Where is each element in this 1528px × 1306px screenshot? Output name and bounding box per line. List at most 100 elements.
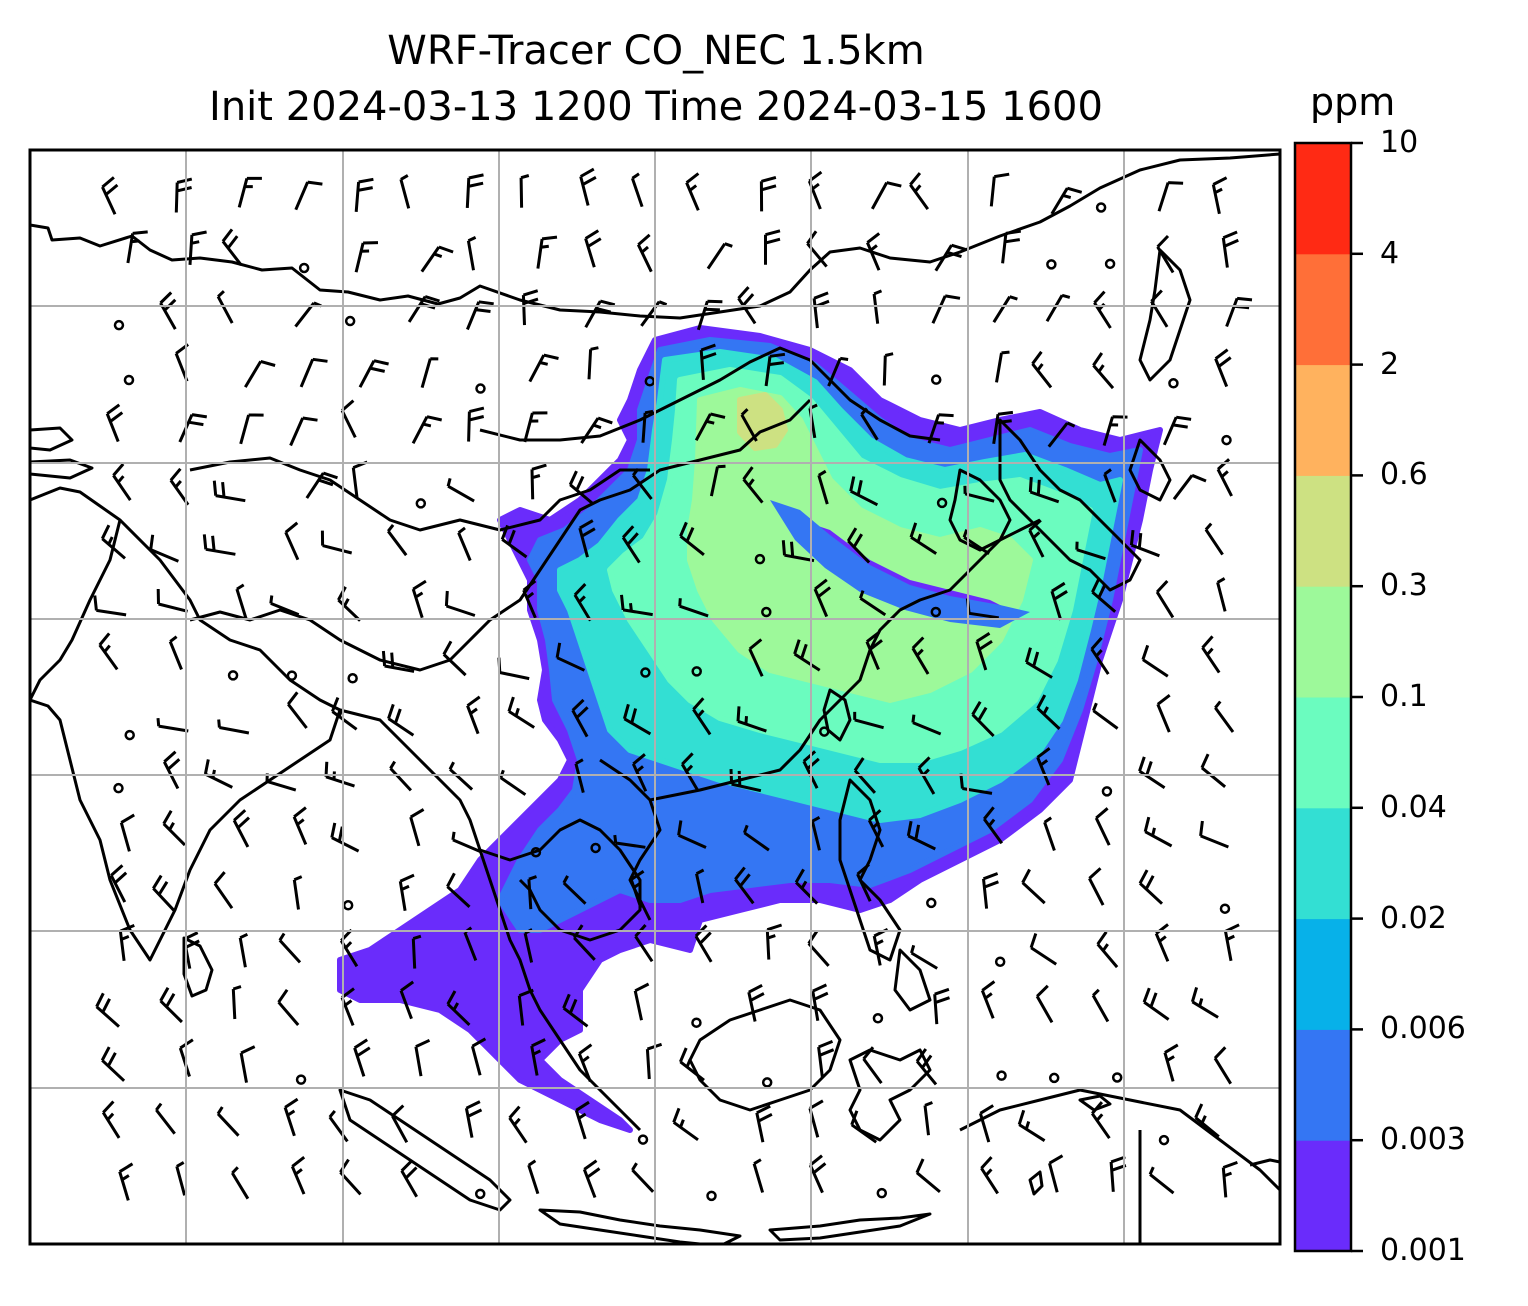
wind-barb — [522, 579, 537, 619]
calm-wind-marker — [637, 1134, 649, 1145]
wind-barb — [867, 809, 885, 848]
wind-barb — [578, 519, 596, 558]
wind-barb — [389, 760, 412, 792]
wind-barb — [464, 1100, 483, 1138]
wind-barb — [221, 228, 243, 267]
wind-barb — [781, 540, 815, 563]
wind-barb — [238, 932, 249, 968]
calm-wind-marker — [872, 1013, 884, 1024]
wind-barb — [1043, 816, 1056, 851]
wind-barb — [466, 236, 477, 271]
wind-barb — [1214, 700, 1235, 733]
map-area — [30, 150, 1280, 1244]
calm-wind-marker — [286, 670, 298, 681]
wind-barb — [299, 357, 328, 388]
wind-barb — [278, 932, 302, 964]
wind-barb — [641, 409, 654, 443]
wind-barb — [1200, 753, 1227, 788]
calm-wind-marker — [347, 673, 358, 684]
wind-barb — [1155, 579, 1175, 619]
wind-barb — [1216, 577, 1227, 612]
wind-barb — [387, 523, 408, 557]
calm-wind-marker — [819, 726, 830, 737]
wind-barb — [1050, 186, 1083, 215]
wind-barb — [872, 927, 889, 966]
calm-wind-marker — [994, 956, 1006, 967]
wind-barb — [174, 177, 193, 213]
wind-barb — [636, 233, 653, 273]
wind-barb — [470, 1037, 487, 1076]
wind-barb — [810, 815, 821, 851]
wind-barb — [909, 522, 938, 555]
wind-barb — [1172, 473, 1207, 501]
wind-barb — [911, 714, 942, 736]
wind-barb — [1090, 1101, 1111, 1140]
wind-barb — [1093, 290, 1112, 329]
wind-barb — [442, 640, 467, 677]
wind-barb — [622, 703, 652, 736]
colorbar-tick-label: 0.02 — [1380, 900, 1447, 936]
wind-barb — [982, 806, 1004, 845]
calm-wind-marker — [996, 1070, 1007, 1081]
wind-barb — [217, 719, 250, 735]
wind-barb — [1094, 807, 1111, 846]
wind-barb — [354, 241, 379, 273]
wind-barb — [446, 478, 475, 503]
wind-barb — [1213, 1046, 1232, 1085]
wind-barb — [1035, 984, 1054, 1024]
calm-wind-marker — [295, 1074, 307, 1085]
colorbar-tick-label: 0.04 — [1380, 789, 1447, 825]
wind-barb — [584, 229, 602, 268]
wind-barb — [734, 866, 755, 905]
colorbar-tick-label: 0.1 — [1380, 679, 1428, 714]
wind-barb — [1138, 869, 1164, 905]
wind-barb — [748, 638, 764, 677]
wind-barb — [381, 650, 415, 673]
wind-barb — [98, 632, 119, 671]
wind-barb — [1163, 1043, 1179, 1082]
wind-barb — [1142, 987, 1170, 1021]
plume-band — [800, 520, 1010, 620]
plume-contour — [737, 392, 788, 451]
wind-barb — [284, 521, 300, 561]
wind-barb — [497, 657, 530, 681]
wind-barb — [679, 1047, 705, 1082]
wind-barb — [811, 983, 829, 1021]
wind-barb — [446, 872, 471, 909]
wind-barb — [1190, 986, 1219, 1019]
wind-barb — [699, 343, 717, 381]
wind-barb — [1154, 923, 1170, 962]
wind-barb — [850, 1110, 878, 1144]
plume-band — [770, 500, 1030, 628]
calm-wind-marker — [876, 1187, 888, 1199]
wind-barb — [695, 868, 705, 904]
wind-barb — [971, 700, 995, 738]
wind-barb — [630, 172, 644, 208]
colorbar-tick-label: 0.006 — [1380, 1011, 1466, 1047]
calm-wind-marker — [761, 606, 772, 618]
wind-barb — [448, 761, 474, 791]
wind-barb — [980, 1156, 999, 1195]
wind-barb — [827, 356, 849, 387]
wind-barb — [331, 697, 358, 731]
wind-barb — [175, 1161, 187, 1196]
wind-barb — [872, 289, 883, 324]
wind-barb — [1211, 176, 1228, 215]
wind-barb — [571, 698, 589, 738]
wind-barb — [1017, 1109, 1046, 1142]
wind-barb — [152, 874, 175, 912]
wind-barb — [500, 524, 528, 559]
colorbar-segment — [1295, 586, 1351, 698]
calm-wind-marker — [1168, 378, 1179, 389]
wind-barb — [982, 872, 999, 909]
wind-barb — [865, 631, 883, 670]
wind-barb — [465, 173, 484, 208]
wind-barb — [162, 750, 181, 790]
wind-barb — [577, 1043, 593, 1083]
wind-barb — [1036, 747, 1051, 786]
wind-barb — [694, 412, 726, 442]
wind-barb — [112, 463, 132, 501]
wind-barb — [277, 988, 300, 1026]
wind-barb — [188, 230, 207, 265]
